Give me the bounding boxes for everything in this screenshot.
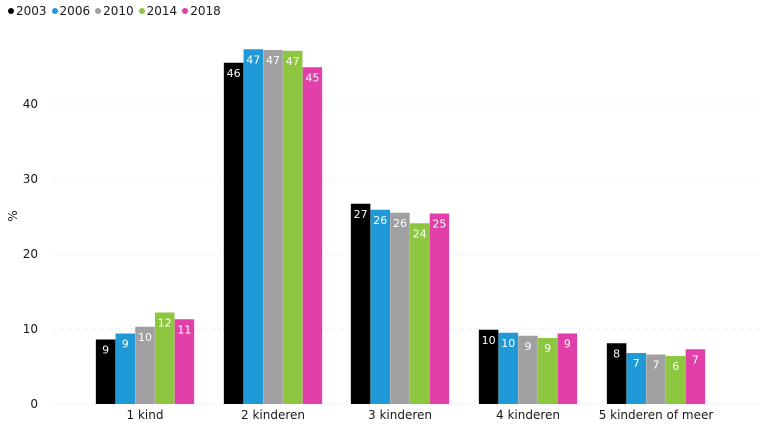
data-label: 24	[413, 227, 427, 240]
data-label: 10	[482, 334, 496, 347]
data-label: 7	[653, 359, 660, 372]
data-label: 10	[501, 337, 515, 350]
data-label: 9	[525, 340, 532, 353]
category-label: 2 kinderen	[241, 408, 305, 422]
data-label: 6	[672, 360, 679, 373]
legend-item-2018: 2018	[182, 4, 221, 18]
legend-label: 2018	[190, 4, 221, 18]
bar-2010	[263, 50, 283, 404]
category-label: 5 kinderen of meer	[599, 408, 714, 422]
data-label: 45	[305, 71, 319, 84]
legend-item-2014: 2014	[138, 4, 178, 18]
data-label: 25	[432, 218, 446, 231]
data-label: 7	[633, 357, 640, 370]
data-label: 27	[354, 208, 368, 221]
legend-swatch	[182, 8, 189, 14]
bar-2010	[135, 326, 155, 404]
data-label: 47	[286, 55, 300, 68]
bar-2006	[370, 209, 391, 404]
category-label: 4 kinderen	[496, 408, 560, 422]
legend: 2003 2006 2010 2014 2018	[8, 4, 226, 18]
data-label: 10	[138, 331, 152, 344]
data-label: 11	[177, 323, 191, 336]
bar-2010	[646, 354, 666, 404]
legend-swatch	[138, 8, 145, 14]
bar-2014	[665, 356, 686, 404]
bar-2010	[390, 212, 410, 404]
data-label: 9	[122, 338, 129, 351]
legend-label: 2003	[16, 4, 47, 18]
bar-2003	[95, 339, 116, 404]
bar-2003	[350, 203, 371, 404]
legend-swatch	[8, 8, 14, 14]
bar-2014	[537, 338, 558, 404]
data-label: 47	[246, 53, 260, 66]
bar-2003	[606, 343, 627, 404]
bar-2018	[302, 67, 323, 404]
data-label: 9	[544, 342, 551, 355]
category-label: 3 kinderen	[368, 408, 432, 422]
data-label: 8	[613, 347, 620, 360]
data-label: 9	[102, 344, 109, 357]
bar-2010	[518, 335, 538, 404]
data-label: 7	[692, 353, 699, 366]
y-tick-label: 40	[23, 97, 38, 111]
legend-item-2003: 2003	[8, 4, 47, 18]
legend-swatch	[95, 8, 102, 14]
legend-item-2010: 2010	[95, 4, 134, 18]
y-axis-label: %	[6, 210, 20, 221]
category-label: 1 kind	[127, 408, 164, 422]
bar-2003	[478, 329, 499, 404]
bar-2006	[243, 49, 264, 404]
data-label: 26	[393, 217, 407, 230]
data-label: 47	[266, 54, 280, 67]
bar-2014	[282, 50, 303, 404]
data-label: 46	[227, 67, 241, 80]
y-tick-label: 30	[23, 172, 38, 186]
bar-2018	[429, 213, 450, 404]
legend-item-2006: 2006	[51, 4, 91, 18]
data-label: 9	[564, 338, 571, 351]
bar-2006	[626, 353, 647, 404]
bar-2014	[409, 223, 430, 404]
bar-2018	[557, 333, 578, 404]
y-tick-label: 0	[30, 397, 38, 411]
y-tick-label: 10	[23, 322, 38, 336]
legend-label: 2014	[146, 4, 178, 18]
legend-swatch	[51, 8, 58, 14]
legend-label: 2006	[59, 4, 91, 18]
bar-2006	[498, 332, 519, 404]
data-label: 26	[373, 214, 387, 227]
data-label: 12	[158, 317, 172, 330]
bar-2006	[115, 333, 136, 404]
bar-2014	[154, 312, 175, 404]
bar-2018	[685, 349, 706, 404]
y-tick-label: 20	[23, 247, 38, 261]
bar-2003	[223, 62, 244, 404]
bar-2018	[174, 319, 195, 404]
legend-label: 2010	[103, 4, 134, 18]
